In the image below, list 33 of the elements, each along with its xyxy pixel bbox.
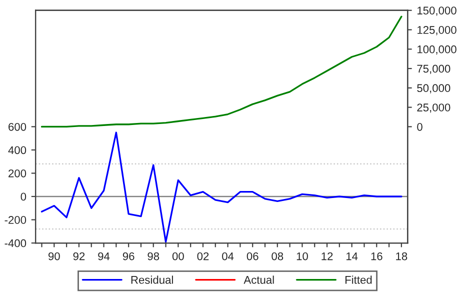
y2-tick-label: 100,000 — [418, 45, 456, 55]
x-tick-label: 08 — [272, 252, 284, 260]
x-tick-label: 06 — [246, 252, 258, 260]
x-tick-label: 04 — [222, 252, 234, 260]
y-tick-label: -200 — [4, 216, 26, 224]
x-tick-label: 18 — [396, 252, 408, 260]
y2-tick-label: 50,000 — [417, 84, 450, 94]
x-tick-label: 00 — [172, 252, 184, 260]
y2-tick-label: 125,000 — [418, 26, 456, 36]
x-tick-label: 92 — [73, 252, 85, 260]
y2-tick-label: 75,000 — [417, 64, 450, 74]
x-tick-label: 10 — [296, 252, 308, 260]
y2-tick-label: 25,000 — [417, 104, 450, 113]
y-tick-label: 0 — [20, 192, 26, 201]
legend-label: Fitted — [345, 276, 372, 284]
line-series — [40, 132, 402, 243]
x-tick-label: 12 — [322, 252, 333, 260]
y2-tick-label: 0 — [417, 122, 422, 131]
x-tick-label: 98 — [148, 252, 160, 260]
y-tick-label: 600 — [8, 122, 26, 131]
x-tick-label: 16 — [371, 252, 382, 260]
legend-label: Residual — [131, 276, 173, 284]
line-series — [40, 16, 402, 128]
x-tick-label: 14 — [346, 252, 358, 260]
legend-label: Actual — [244, 276, 274, 284]
y-tick-label: 200 — [8, 169, 26, 178]
x-tick-label: 02 — [197, 252, 209, 260]
x-tick-label: 94 — [98, 252, 110, 260]
y2-tick-label: 150,000 — [418, 6, 456, 16]
y-tick-label: -400 — [4, 239, 26, 248]
y-tick-label: 400 — [8, 146, 26, 154]
x-tick-label: 96 — [122, 252, 134, 260]
x-tick-label: 90 — [48, 252, 60, 260]
